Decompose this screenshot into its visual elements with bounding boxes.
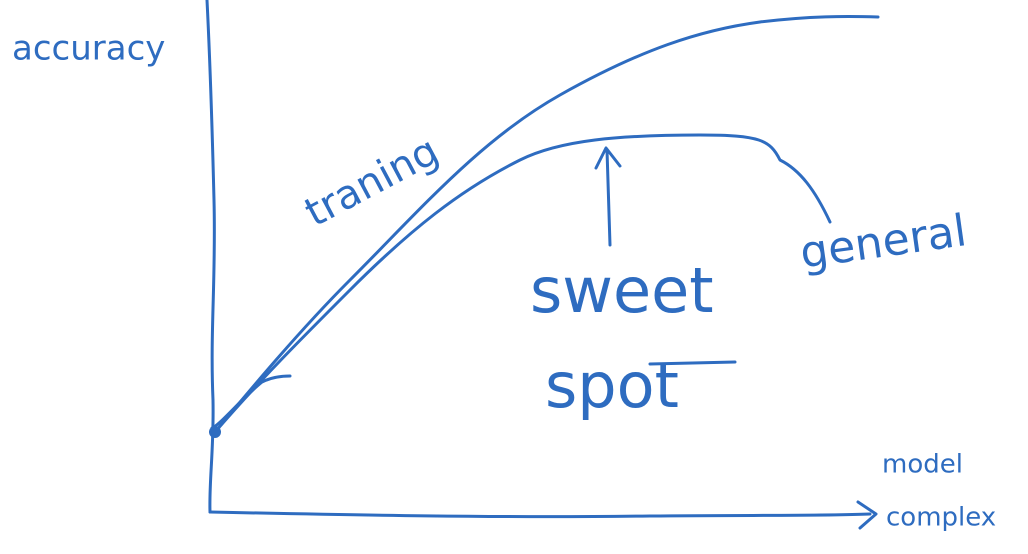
origin-dot — [209, 426, 221, 438]
sweet-spot-arrow — [594, 146, 622, 247]
x-axis-label-line1: model — [882, 450, 963, 480]
x-axis — [208, 510, 872, 519]
annotation-line2: spot — [545, 349, 679, 422]
general-curve — [213, 133, 832, 434]
x-axis-arrow — [856, 500, 878, 530]
annotation-line1: sweet — [530, 254, 714, 327]
y-axis — [205, 0, 216, 514]
x-axis-label-line2: complex — [886, 503, 996, 533]
start-point — [210, 374, 292, 430]
annotation-underline — [648, 360, 737, 366]
y-axis-label: accuracy — [12, 29, 165, 69]
training-curve — [213, 15, 880, 434]
